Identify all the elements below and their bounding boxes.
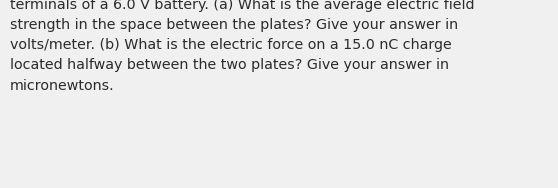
Text: Two large circular metal plates are parallel and nearly touching,
only 2 mm apar: Two large circular metal plates are para…: [10, 0, 474, 92]
